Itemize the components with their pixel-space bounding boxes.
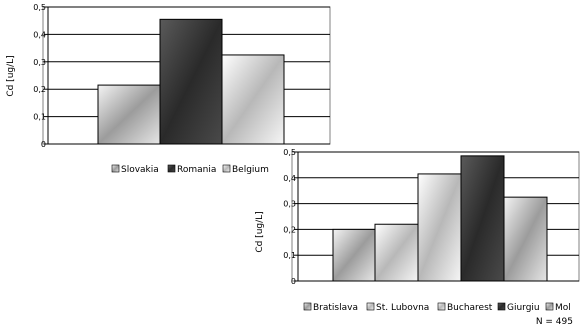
legend-label-belgium: Belgium	[232, 165, 269, 175]
chart-site-cd: 0 0,1 0,2 0,3 0,4 0,5 Cd [ug/L] Bratislava St…	[255, 148, 580, 327]
legend-swatch-giurgiu	[497, 302, 506, 311]
legend-swatch-st-lubovna	[366, 302, 375, 311]
sample-size-annotation: N = 495	[536, 317, 573, 327]
bar-bratislava	[332, 228, 376, 282]
bar-slovakia	[97, 84, 161, 145]
legend-label-bucharest: Bucharest	[447, 303, 493, 313]
legend-label-bratislava: Bratislava	[313, 303, 358, 313]
y-axis-label: Cd [ug/L]	[255, 211, 265, 252]
bar-belgium	[221, 54, 285, 145]
y-tick-label: 0,5	[283, 148, 296, 157]
y-tick-label: 0,4	[283, 174, 296, 183]
legend: Bratislava St. Lubovna Bucharest Giurgiu…	[303, 302, 571, 313]
legend-swatch-bratislava	[303, 302, 312, 311]
legend: Slovakia Romania Belgium	[111, 164, 269, 175]
bar-st-lubovna	[374, 223, 419, 282]
legend-label-giurgiu: Giurgiu	[507, 303, 540, 313]
legend-swatch-bucharest	[437, 302, 446, 311]
chart-country-cd: 0 0,1 0,2 0,3 0,4 0,5 Cd [ug/L] Slovakia Roma…	[6, 3, 331, 175]
y-tick-label: 0,3	[283, 200, 296, 209]
y-tick-label: 0,5	[33, 3, 46, 12]
legend-label-slovakia: Slovakia	[121, 165, 159, 175]
bars	[332, 155, 548, 282]
y-tick-label: 0,2	[283, 225, 296, 234]
bar-bucharest	[417, 173, 462, 282]
y-tick-label: 0	[291, 277, 296, 286]
y-tick-label: 0,2	[33, 85, 46, 94]
y-tick-label: 0,3	[33, 58, 46, 67]
legend-label-st-lubovna: St. Lubovna	[376, 303, 429, 313]
legend-swatch-romania	[167, 164, 176, 173]
y-ticks: 0 0,1 0,2 0,3 0,4 0,5	[33, 3, 48, 149]
legend-label-mol: Mol	[555, 303, 571, 313]
y-tick-label: 0,4	[33, 30, 46, 39]
y-tick-label: 0,1	[283, 251, 296, 260]
bars	[97, 18, 285, 145]
y-tick-label: 0	[41, 140, 46, 149]
legend-swatch-mol	[545, 302, 554, 311]
legend-label-romania: Romania	[177, 165, 216, 175]
bar-romania	[159, 18, 223, 145]
legend-swatch-slovakia	[111, 164, 120, 173]
y-ticks: 0 0,1 0,2 0,3 0,4 0,5	[283, 148, 298, 286]
y-axis-label: Cd [ug/L]	[6, 55, 16, 96]
bar-mol	[503, 196, 548, 282]
legend-swatch-belgium	[222, 164, 231, 173]
bar-giurgiu	[460, 155, 505, 282]
y-tick-label: 0,1	[33, 113, 46, 122]
